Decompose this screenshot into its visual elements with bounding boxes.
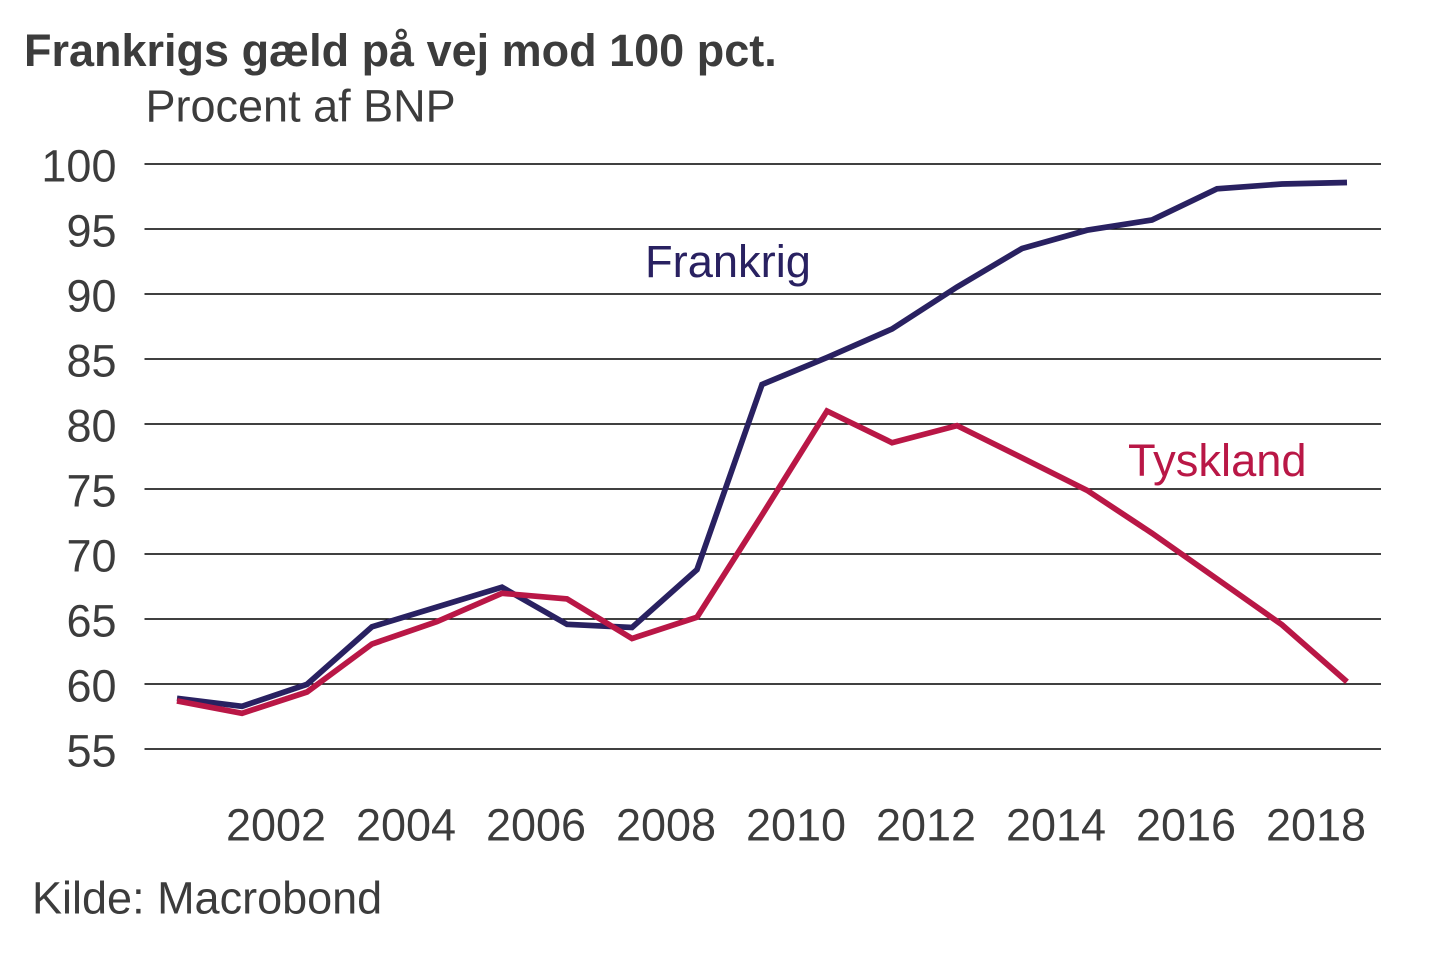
svg-text:75: 75	[66, 465, 116, 516]
svg-text:80: 80	[66, 400, 116, 451]
svg-text:95: 95	[66, 205, 116, 256]
svg-text:2006: 2006	[486, 800, 586, 851]
svg-text:Kilde: Macrobond: Kilde: Macrobond	[32, 873, 382, 924]
svg-text:2014: 2014	[1006, 800, 1106, 851]
svg-text:2004: 2004	[356, 800, 456, 851]
svg-text:70: 70	[66, 530, 116, 581]
svg-text:65: 65	[66, 595, 116, 646]
svg-text:2016: 2016	[1136, 800, 1236, 851]
svg-text:Procent af BNP: Procent af BNP	[146, 80, 456, 131]
svg-text:100: 100	[41, 140, 116, 191]
svg-text:60: 60	[66, 660, 116, 711]
svg-text:2008: 2008	[616, 800, 716, 851]
svg-text:Frankrig: Frankrig	[645, 236, 811, 287]
svg-text:2018: 2018	[1266, 800, 1366, 851]
svg-text:85: 85	[66, 335, 116, 386]
svg-text:55: 55	[66, 725, 116, 776]
svg-text:Frankrigs gæld på vej mod 100: Frankrigs gæld på vej mod 100 pct.	[24, 25, 777, 76]
svg-text:2010: 2010	[746, 800, 846, 851]
svg-text:2012: 2012	[876, 800, 976, 851]
svg-text:90: 90	[66, 270, 116, 321]
svg-text:2002: 2002	[226, 800, 326, 851]
svg-text:Tyskland: Tyskland	[1128, 435, 1307, 486]
